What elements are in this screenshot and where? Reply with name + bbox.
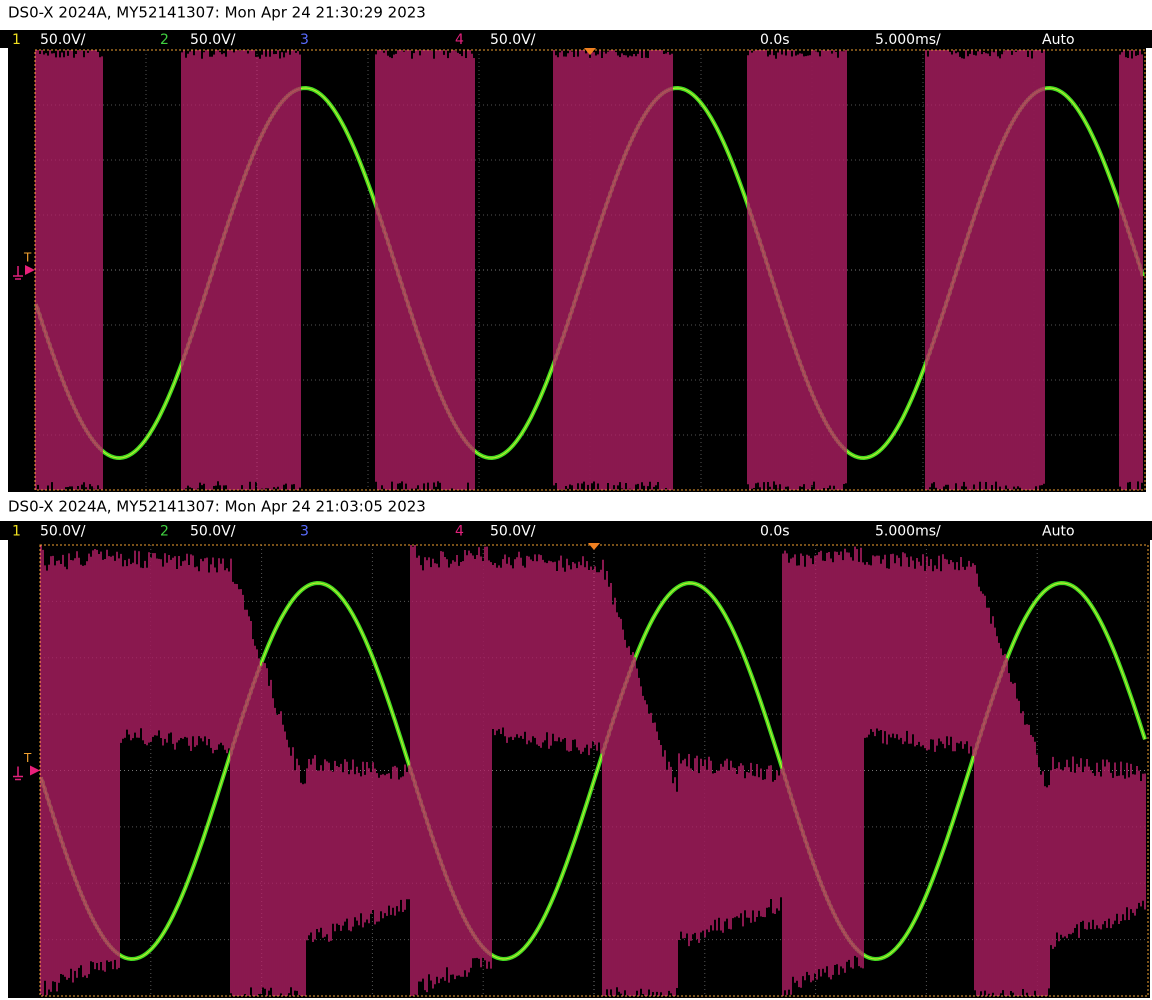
- trigger-mode: Auto: [1042, 524, 1075, 540]
- channel-number: 3: [300, 524, 309, 540]
- channel-number: 1: [12, 524, 21, 540]
- time-scale: 5.000ms/: [875, 524, 941, 540]
- trigger-level-label: T: [23, 251, 32, 265]
- time-offset: 0.0s: [760, 524, 790, 540]
- time-offset: 0.0s: [760, 32, 790, 48]
- trigger-level-label: T: [23, 751, 32, 765]
- header: DS0-X 2024A, MY52141307: Mon Apr 24 21:3…: [8, 4, 426, 22]
- channel-number: 4: [455, 32, 464, 48]
- status-bar: [0, 30, 1152, 48]
- channel-scale: 50.0V/: [40, 524, 86, 540]
- channel-number: 2: [160, 524, 169, 540]
- time-scale: 5.000ms/: [875, 32, 941, 48]
- channel-number: 3: [300, 32, 309, 48]
- channel-number: 2: [160, 32, 169, 48]
- scope-screens: DS0-X 2024A, MY52141307: Mon Apr 24 21:3…: [0, 0, 1152, 1000]
- channel-scale: 50.0V/: [490, 32, 536, 48]
- channel-scale: 50.0V/: [190, 32, 236, 48]
- channel-scale: 50.0V/: [190, 524, 236, 540]
- channel-number: 1: [12, 32, 21, 48]
- status-bar: [0, 521, 1152, 540]
- header: DS0-X 2024A, MY52141307: Mon Apr 24 21:0…: [8, 498, 426, 516]
- channel-number: 4: [455, 524, 464, 540]
- channel-scale: 50.0V/: [40, 32, 86, 48]
- page: DS0-X 2024A, MY52141307: Mon Apr 24 21:3…: [0, 0, 1152, 1000]
- scope-screen: DS0-X 2024A, MY52141307: Mon Apr 24 21:0…: [0, 498, 1152, 999]
- scope-screen: DS0-X 2024A, MY52141307: Mon Apr 24 21:3…: [0, 4, 1152, 493]
- channel-scale: 50.0V/: [490, 524, 536, 540]
- trigger-mode: Auto: [1042, 32, 1075, 48]
